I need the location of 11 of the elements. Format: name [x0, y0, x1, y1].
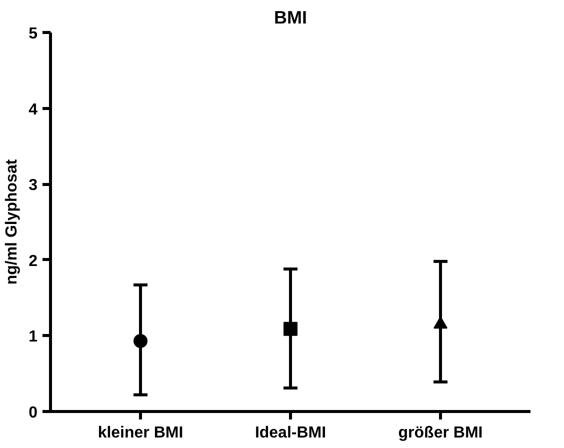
y-tick-label: 4: [28, 101, 38, 118]
y-tick-label: 2: [28, 252, 38, 270]
x-tick-label: kleiner BMI: [98, 424, 184, 442]
y-tick-label: 0: [28, 404, 38, 422]
y-tick-label: 5: [28, 26, 38, 42]
x-tick-label: Ideal-BMI: [254, 424, 326, 442]
chart-title: BMI: [274, 8, 308, 28]
x-tick-label: größer BMI: [398, 424, 483, 442]
y-axis-title: ng/ml Glyphosat: [4, 158, 21, 285]
y-tick-label: 1: [28, 328, 38, 346]
y-tick-label: 3: [28, 177, 38, 194]
